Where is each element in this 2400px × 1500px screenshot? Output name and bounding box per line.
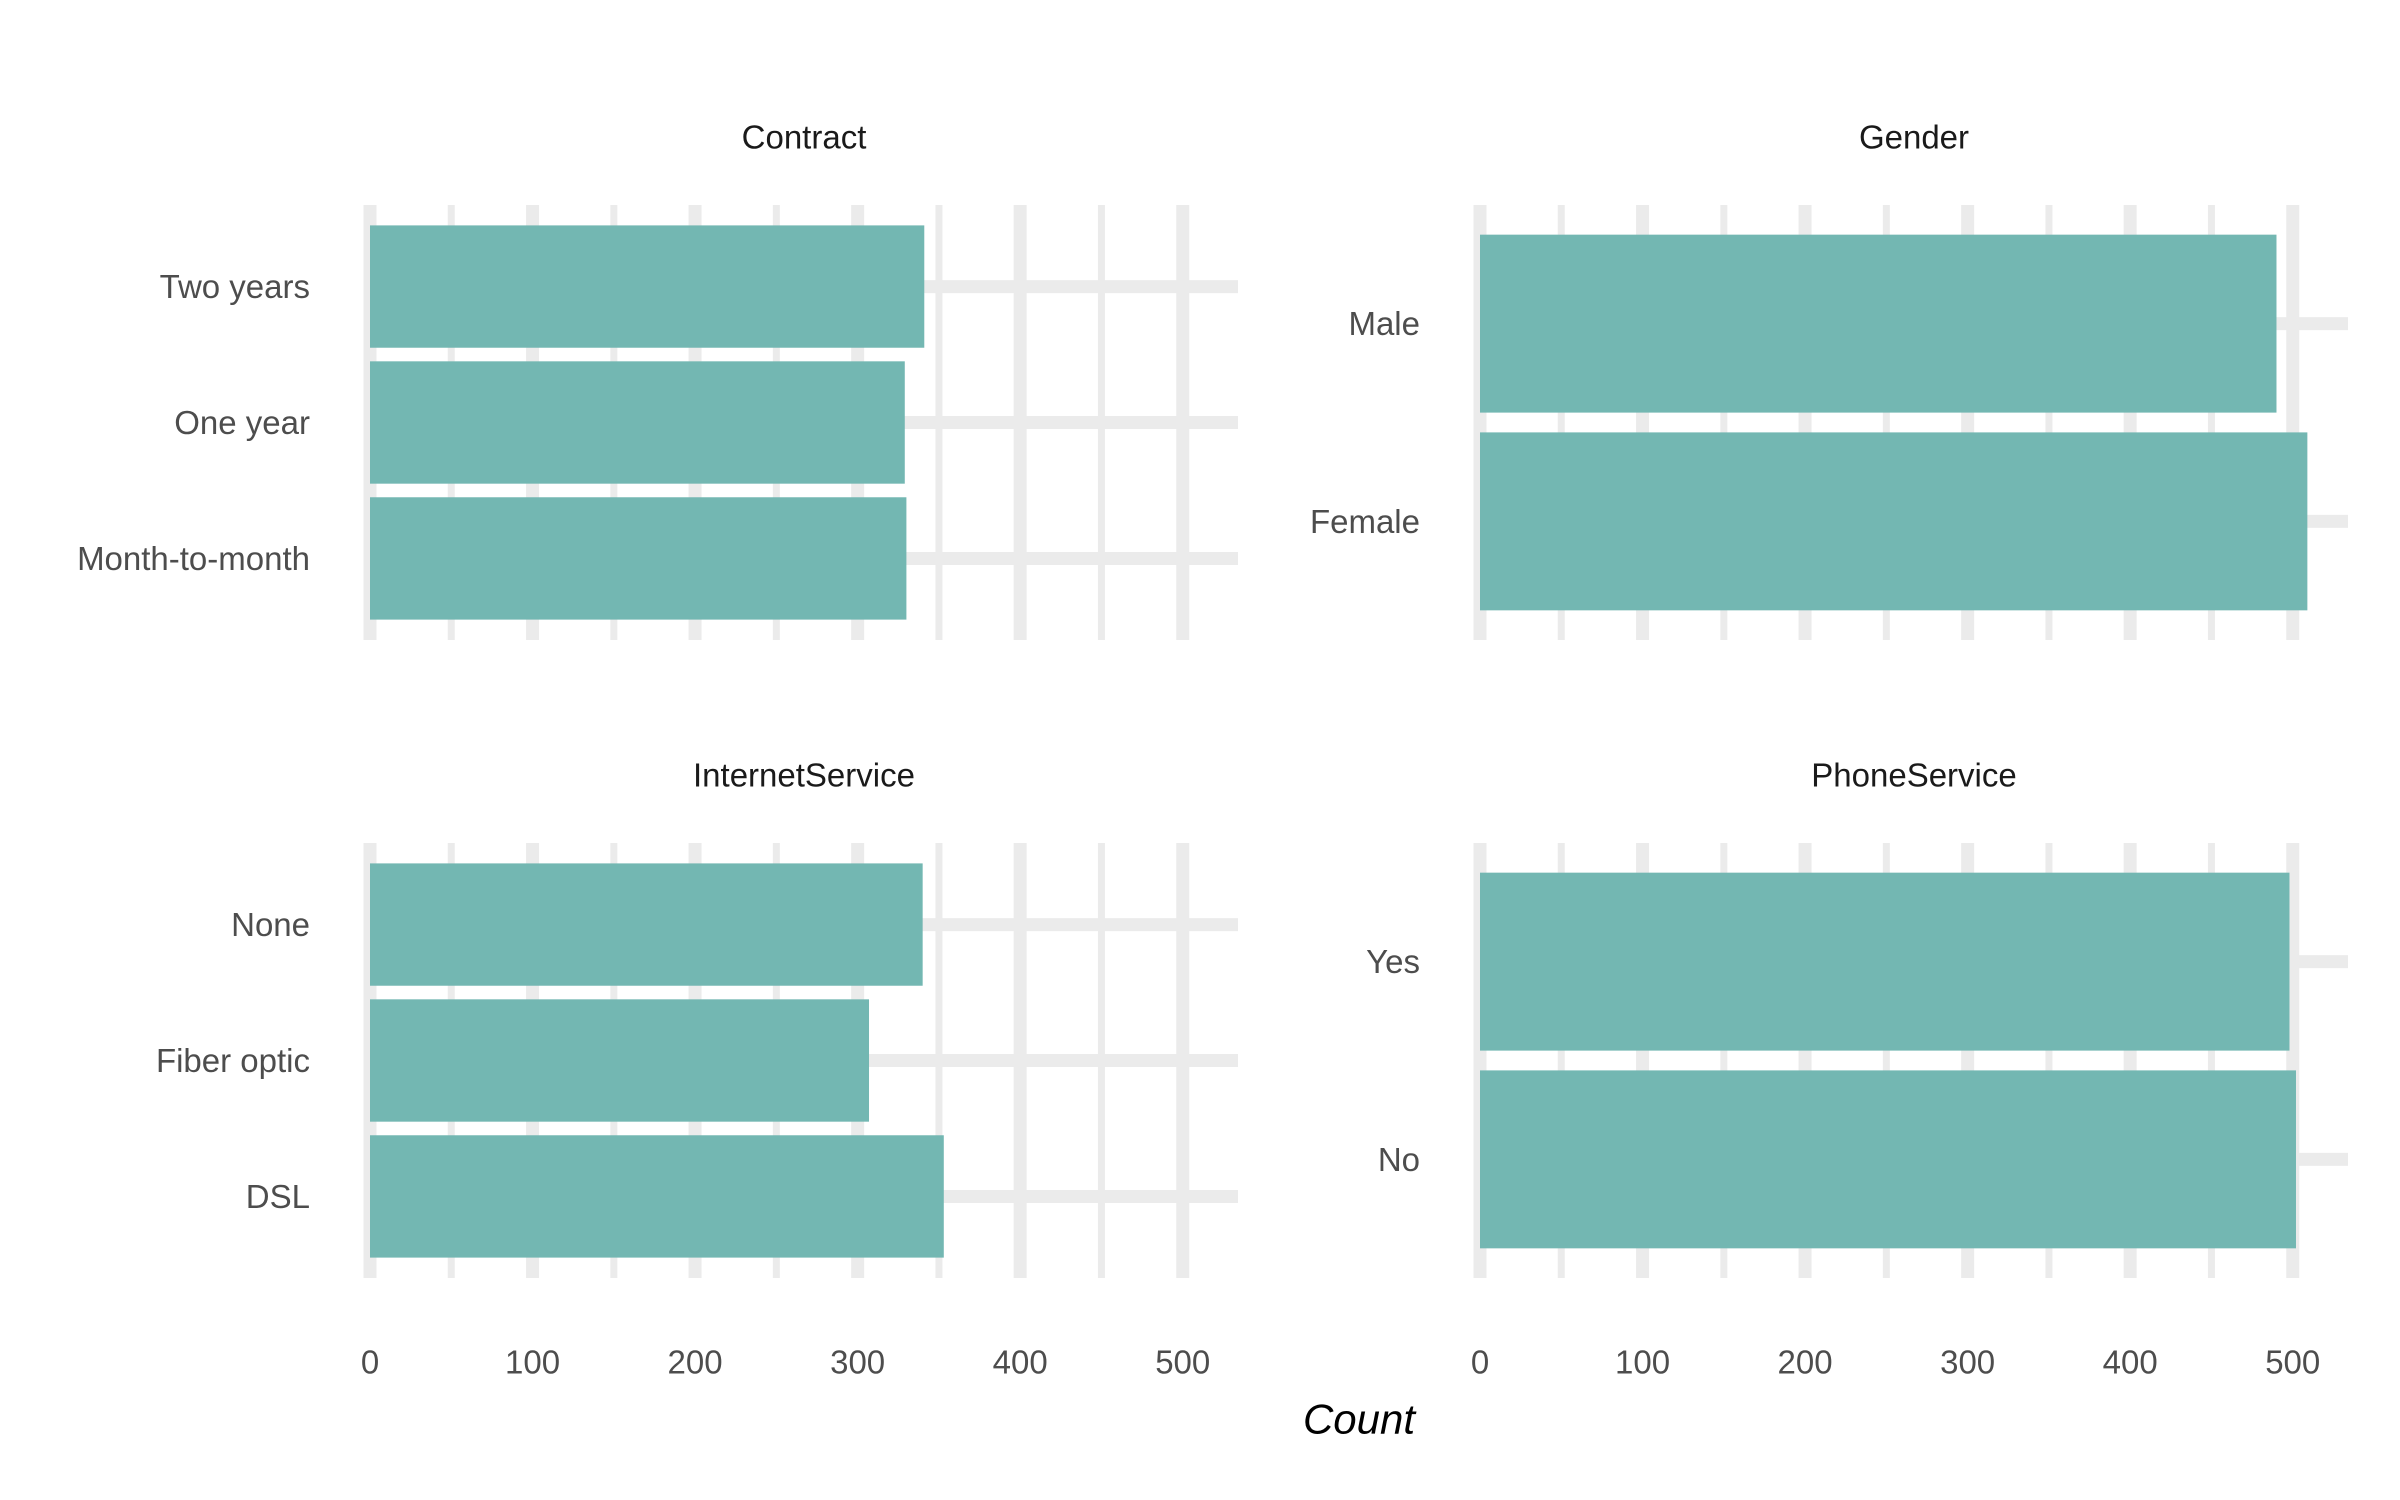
- bar-contract-one-year: [370, 361, 905, 484]
- x-tick-label: 500: [1155, 1344, 1210, 1381]
- bar-internetservice-fiber-optic: [370, 999, 870, 1122]
- x-tick-label: 100: [505, 1344, 560, 1381]
- bar-contract-month-to-month: [370, 497, 907, 620]
- bar-internetservice-dsl: [370, 1135, 944, 1258]
- bar-internetservice-none: [370, 863, 923, 986]
- facet-title: PhoneService: [1811, 757, 2016, 794]
- x-axis-title: Count: [1303, 1396, 1417, 1443]
- x-tick-label: 200: [668, 1344, 723, 1381]
- bar-contract-two-years: [370, 225, 925, 348]
- category-label: None: [231, 906, 310, 943]
- facet-title: InternetService: [693, 757, 915, 794]
- x-tick-label: 200: [1778, 1344, 1833, 1381]
- x-tick-label: 100: [1615, 1344, 1670, 1381]
- facet-title: Gender: [1859, 119, 1969, 156]
- category-label: One year: [174, 404, 310, 441]
- bar-phoneservice-no: [1480, 1070, 2296, 1249]
- bar-phoneservice-yes: [1480, 872, 2290, 1051]
- bar-gender-male: [1480, 234, 2277, 413]
- category-label: Month-to-month: [77, 540, 310, 577]
- category-label: Male: [1348, 305, 1420, 342]
- facet-title: Contract: [742, 119, 867, 156]
- x-tick-label: 300: [830, 1344, 885, 1381]
- category-label: No: [1378, 1141, 1420, 1178]
- x-tick-label: 400: [2103, 1344, 2158, 1381]
- category-label: Two years: [160, 268, 310, 305]
- x-tick-label: 500: [2265, 1344, 2320, 1381]
- category-label: Female: [1310, 503, 1420, 540]
- category-label: DSL: [246, 1178, 310, 1215]
- x-tick-label: 0: [1471, 1344, 1489, 1381]
- x-tick-label: 0: [361, 1344, 379, 1381]
- bar-gender-female: [1480, 432, 2308, 611]
- x-tick-label: 400: [993, 1344, 1048, 1381]
- category-label: Fiber optic: [156, 1042, 310, 1079]
- x-tick-label: 300: [1940, 1344, 1995, 1381]
- category-label: Yes: [1366, 943, 1420, 980]
